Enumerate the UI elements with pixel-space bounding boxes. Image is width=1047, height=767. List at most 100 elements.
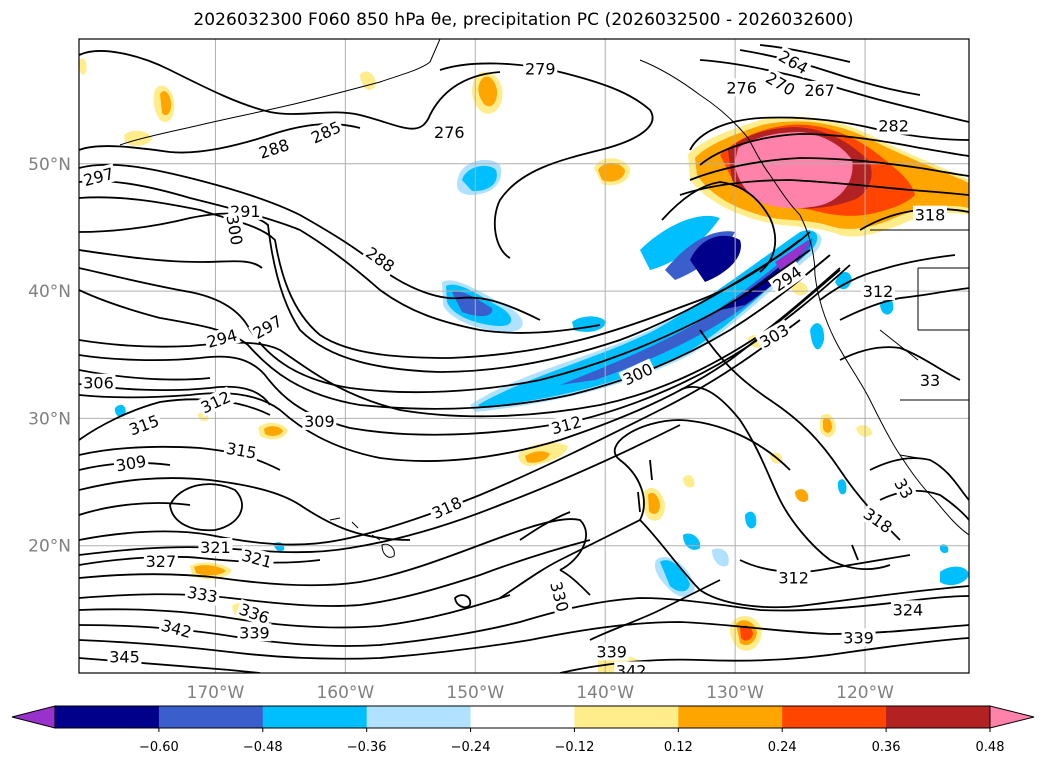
contour-label: 339 [841, 628, 876, 647]
lon-tick-label: 140°W [576, 683, 634, 703]
contour-label-bg [754, 319, 794, 352]
contour-label: 324 [890, 600, 925, 619]
coastline-west [799, 214, 969, 536]
contour-line [79, 621, 969, 660]
contour-label-bg [306, 116, 346, 148]
contour-line [739, 554, 911, 573]
contour-line [79, 477, 411, 541]
contour-label: 297 [79, 163, 118, 190]
contour-label: 312 [196, 386, 235, 418]
contour-label-text: 312 [863, 282, 894, 301]
contour-label-bg [774, 45, 813, 79]
contour-label-bg [890, 473, 918, 504]
contour-label-bg [184, 582, 221, 606]
lon-tick-label: 130°W [706, 683, 764, 703]
contour-label-bg [618, 358, 657, 390]
contour-line [79, 180, 601, 334]
negative-band-mid [560, 231, 813, 385]
pos-blob-5 [360, 71, 376, 91]
contour-label-bg [143, 551, 178, 570]
contour-line [169, 483, 243, 532]
contour-label-text: 342 [616, 661, 647, 680]
contour-label-bg [248, 310, 287, 344]
contour-label-text: 276 [434, 123, 465, 142]
colorbar-tick-label: −0.60 [139, 740, 179, 755]
contour-label-bg [124, 410, 164, 440]
contour-label-bg [861, 282, 896, 301]
blue-blob-12 [114, 404, 126, 418]
lon-tick-label: 160°W [316, 683, 374, 703]
contour-label-text: 339 [843, 628, 874, 647]
contour-line [79, 502, 191, 516]
contour-line [454, 594, 472, 609]
colorbar-segment [574, 706, 679, 728]
colorbar-segment [678, 706, 783, 728]
contour-line [759, 44, 851, 63]
contour-label: 312 [861, 282, 896, 301]
lon-tick-label: 120°W [836, 683, 894, 703]
colorbar-extend-high [989, 705, 1035, 729]
contour-label-text: 267 [804, 81, 835, 100]
colorbar-outline [54, 705, 991, 729]
contour-line [79, 595, 969, 647]
contour-line [679, 179, 969, 196]
contour-label: 309 [112, 451, 150, 475]
contour-label-text: 339 [596, 642, 627, 661]
contour-label-bg [361, 242, 400, 277]
contour-label-bg [237, 623, 272, 642]
longitude-tick-labels: 170°W 160°W 150°W 140°W 130°W 120°W [187, 683, 895, 703]
contour-label: 279 [523, 59, 558, 78]
coastline-alaska-panhandle [639, 59, 801, 216]
contour-label-bg [841, 628, 876, 647]
blue-blob-1b [462, 165, 497, 192]
contour-label: 327 [143, 551, 178, 571]
contour-label-text: 339 [239, 623, 270, 642]
contour-label-bg [196, 386, 235, 418]
contour-line [79, 657, 261, 673]
positive-blob-pink [735, 132, 853, 209]
contour-line [613, 419, 791, 521]
contour-line [649, 459, 653, 481]
contour-line [699, 133, 969, 166]
blue-blob-5 [940, 566, 969, 586]
contour-line [519, 511, 571, 541]
colorbar-tick-label: −0.12 [555, 740, 595, 755]
colorbar-extend-low [11, 705, 56, 729]
figure-title: 2026032300 F060 850 hPa θe, precipitatio… [193, 10, 854, 30]
pos-blob-9c [740, 625, 753, 641]
contour-label-text: 321 [200, 538, 231, 557]
contour-label-bg [81, 373, 116, 392]
negative-band-light [470, 231, 822, 412]
contour-label-bg [432, 122, 467, 141]
colorbar-tick-label: 0.48 [976, 740, 1005, 755]
contour-label-text: 327 [146, 552, 177, 571]
pos-blob-15 [856, 425, 872, 437]
colorbar-tick-label: 0.24 [768, 740, 797, 755]
contour-label-bg [427, 492, 466, 523]
contour-label-bg [876, 116, 911, 135]
contour-line [689, 157, 969, 181]
contour-label: 33 [918, 371, 943, 390]
contour-line [499, 518, 969, 609]
contour-label-bg [594, 642, 629, 661]
contour-label: 339 [237, 623, 272, 642]
blue-blob-11 [712, 548, 729, 567]
lat-tick-label: 20°N [28, 537, 71, 557]
lon-tick-label: 170°W [187, 683, 245, 703]
contour-label-bg [776, 568, 811, 587]
contour-line [589, 579, 721, 641]
pos-blob-8b [194, 565, 226, 576]
contour-line [661, 181, 777, 273]
contour-line [79, 369, 211, 381]
coastlines [119, 39, 969, 558]
lat-tick-label: 30°N [28, 409, 71, 429]
contour-line [79, 319, 801, 546]
contour-line [79, 163, 541, 321]
colorbar-segment [262, 706, 368, 728]
contour-label-text: 33 [920, 371, 940, 390]
contour-label-text: 306 [83, 374, 114, 393]
negative-band-dark [690, 235, 805, 310]
contour-label-bg [235, 598, 274, 628]
contour-line [79, 539, 591, 607]
